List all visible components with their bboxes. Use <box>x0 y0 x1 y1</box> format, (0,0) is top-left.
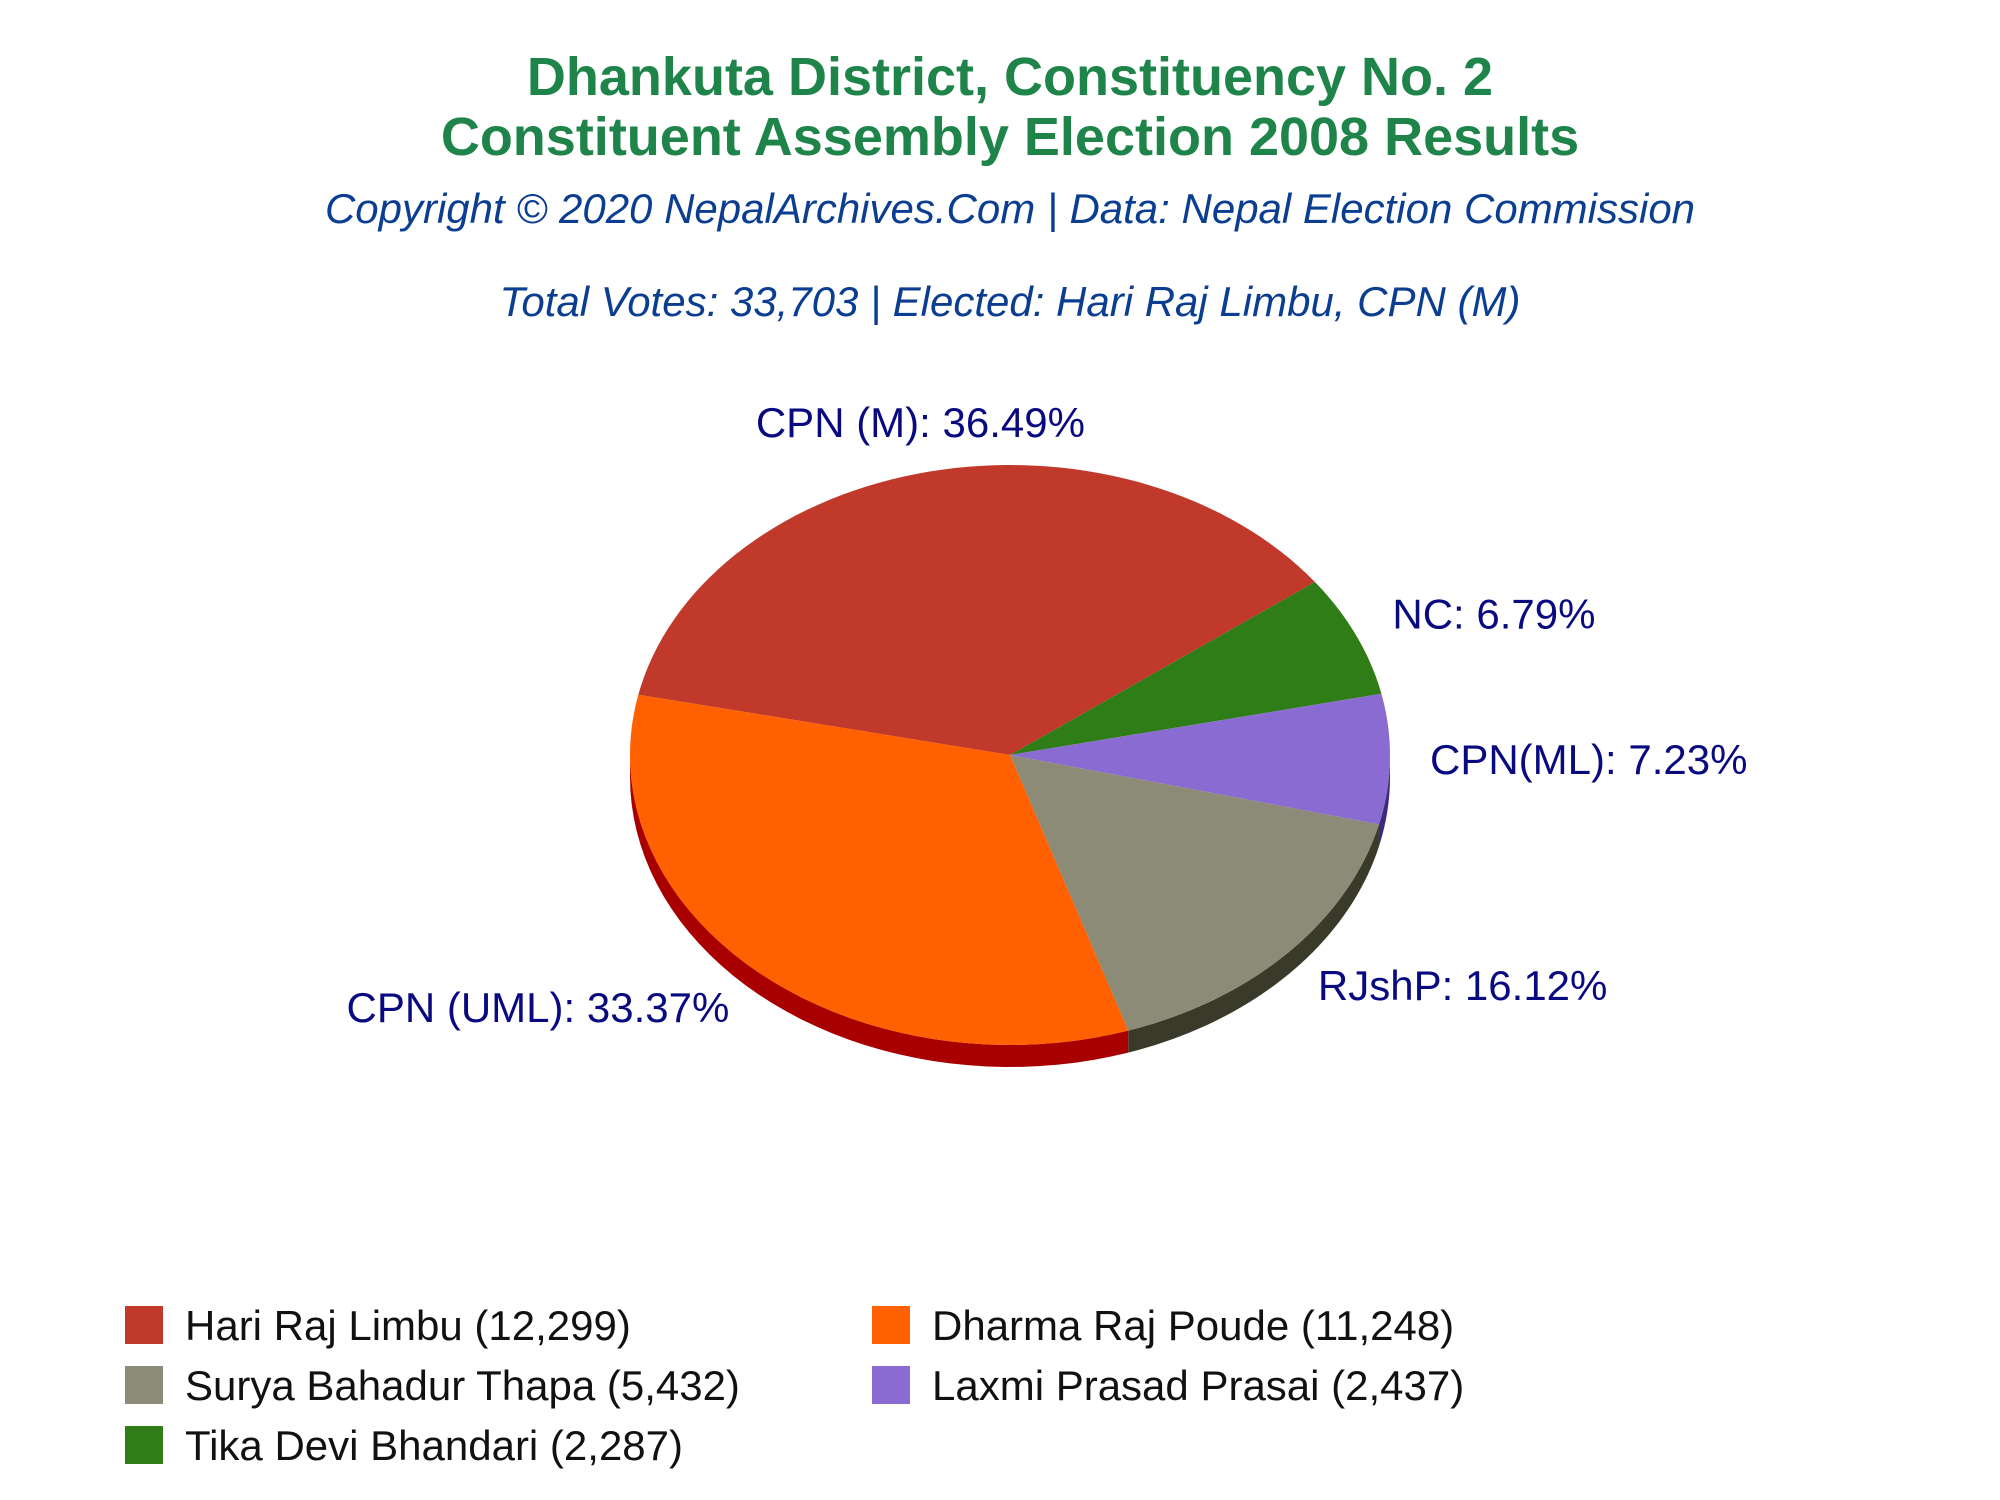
pie-slice-side-2-0 <box>1378 755 1390 847</box>
legend-item: Dharma Raj Poude (11,248) <box>872 1302 1454 1349</box>
legend-swatch <box>125 1426 163 1464</box>
pie-slice-0 <box>638 465 1315 755</box>
legend-label: Laxmi Prasad Prasai (2,437) <box>932 1362 1464 1409</box>
chart-title-line2: Constituent Assembly Election 2008 Resul… <box>441 107 1579 167</box>
legend-swatch <box>872 1306 910 1344</box>
legend-item: Hari Raj Limbu (12,299) <box>125 1302 631 1349</box>
pie-slice-1 <box>1010 581 1382 755</box>
chart-subtitle: Copyright © 2020 NepalArchives.Com | Dat… <box>325 185 1695 233</box>
slice-label-2: CPN(ML): 7.23% <box>1430 736 1747 783</box>
legend-swatch <box>125 1306 163 1344</box>
legend-item: Tika Devi Bhandari (2,287) <box>125 1422 683 1469</box>
pie-layer <box>630 465 1390 1067</box>
legend-swatch <box>125 1366 163 1404</box>
chart-summary: Total Votes: 33,703 | Elected: Hari Raj … <box>500 278 1521 326</box>
legend: Hari Raj Limbu (12,299) Dharma Raj Poude … <box>125 1302 1464 1469</box>
slice-label-layer: CPN (M): 36.49% NC: 6.79% CPN(ML): 7.23% RJ… <box>347 399 1748 1031</box>
legend-label: Dharma Raj Poude (11,248) <box>932 1302 1454 1349</box>
pie-slice-2 <box>1010 693 1390 825</box>
pie-slice-side-4-0 <box>630 755 1129 1067</box>
pie-slice-side-3-0 <box>1128 824 1379 1053</box>
legend-label: Hari Raj Limbu (12,299) <box>185 1302 631 1349</box>
legend-label: Surya Bahadur Thapa (5,432) <box>185 1362 740 1409</box>
pie-slice-3 <box>1010 755 1379 1031</box>
legend-swatch <box>872 1366 910 1404</box>
legend-label: Tika Devi Bhandari (2,287) <box>185 1422 683 1469</box>
chart-title: Dhankuta District, Constituency No. 2 <box>527 47 1493 107</box>
legend-item: Surya Bahadur Thapa (5,432) <box>125 1362 740 1409</box>
slice-label-1: NC: 6.79% <box>1392 591 1595 638</box>
legend-item: Laxmi Prasad Prasai (2,437) <box>872 1362 1464 1409</box>
slice-label-4: CPN (UML): 33.37% <box>347 984 730 1031</box>
slice-label-3: RJshP: 16.12% <box>1318 962 1608 1009</box>
slice-label-0: CPN (M): 36.49% <box>756 399 1085 446</box>
pie-slice-4 <box>630 694 1129 1045</box>
